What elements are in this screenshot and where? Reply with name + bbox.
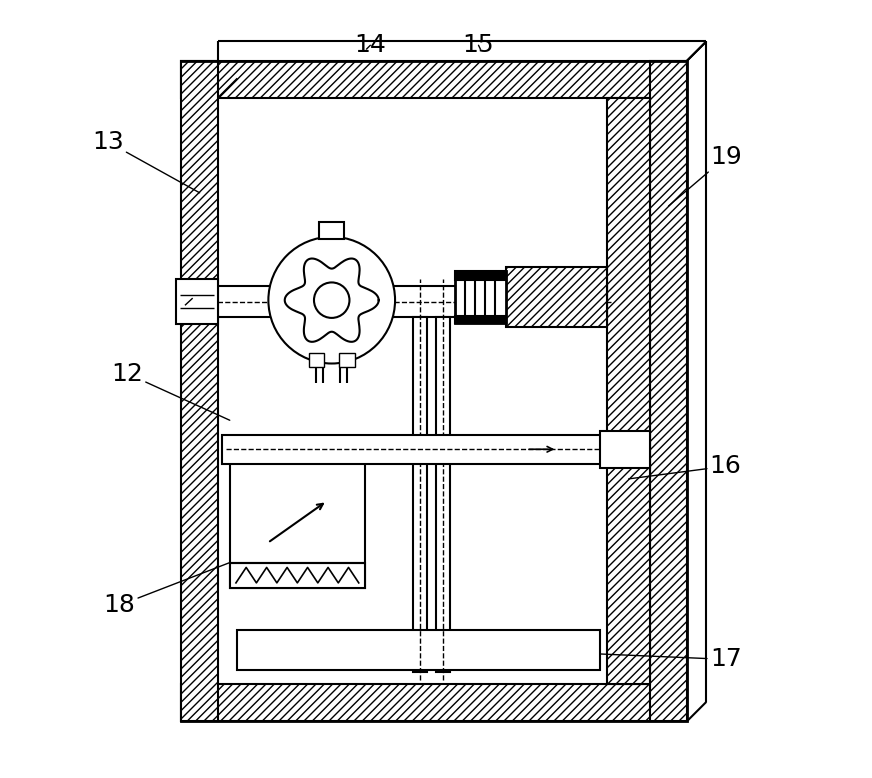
Bar [229, 460, 365, 587]
Bar [436, 317, 450, 672]
Bar [455, 271, 506, 324]
Text: 13: 13 [92, 130, 200, 193]
Text: 15: 15 [463, 33, 494, 58]
Bar [339, 353, 355, 367]
Bar [229, 562, 365, 587]
Bar [608, 98, 650, 684]
Bar [309, 353, 324, 367]
Bar [600, 431, 650, 468]
Bar [650, 61, 687, 721]
Text: 14: 14 [354, 33, 386, 58]
Text: 19: 19 [669, 145, 741, 206]
Text: 16: 16 [629, 454, 741, 479]
Text: 17: 17 [509, 647, 741, 671]
Bar [319, 223, 344, 239]
Bar [218, 286, 608, 317]
Text: 18: 18 [104, 556, 245, 617]
Bar [506, 267, 608, 328]
Text: 12: 12 [111, 362, 229, 420]
Bar [181, 61, 218, 721]
Bar [181, 61, 687, 98]
Circle shape [269, 237, 395, 363]
Bar [237, 630, 600, 670]
Bar [222, 435, 603, 464]
Bar [412, 317, 426, 672]
Bar [455, 271, 506, 280]
Circle shape [314, 282, 350, 318]
Bar [455, 316, 506, 324]
Bar [175, 279, 218, 324]
Bar [181, 684, 687, 721]
Bar [181, 61, 687, 721]
